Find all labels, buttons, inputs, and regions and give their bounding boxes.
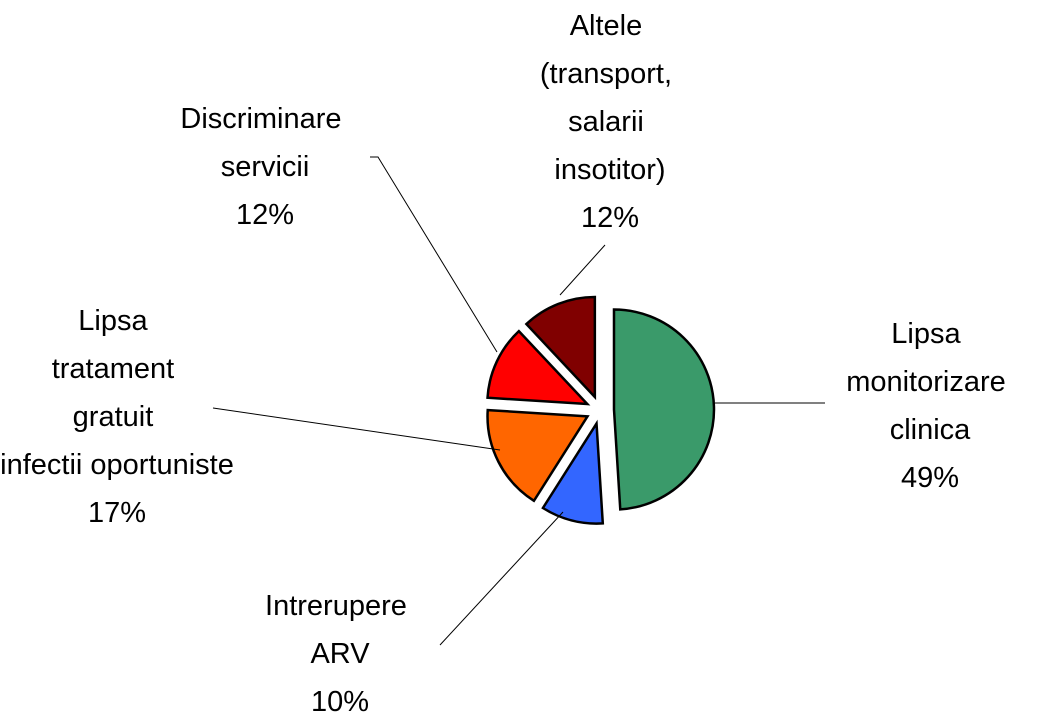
slice-label: Discriminare servicii <box>180 103 349 183</box>
value-label: 10% <box>311 686 369 717</box>
pie-slice <box>541 419 605 525</box>
label-line: Lipsa <box>78 305 155 337</box>
value-label: 12% <box>581 202 639 234</box>
label-line: (transport, <box>540 58 680 90</box>
pie-slice <box>486 408 590 503</box>
label-line: insotitor) <box>554 154 665 186</box>
label-line: Lipsa <box>891 318 968 350</box>
leader-line <box>370 156 498 353</box>
value-label: 17% <box>88 497 146 529</box>
leader-line <box>559 244 606 296</box>
leader-line <box>212 407 501 451</box>
label-line: Intrerupere <box>265 590 415 622</box>
label-line: ARV <box>310 638 370 670</box>
label-line: monitorizare <box>846 366 1014 398</box>
pie-slice <box>612 308 716 511</box>
slice-label: Intrerupere ARV <box>265 590 415 670</box>
leader-line <box>439 511 564 646</box>
pie-slice <box>524 295 597 401</box>
value-label: 12% <box>236 199 294 231</box>
slice-label: Lipsa monitorizare clinica <box>846 318 1014 446</box>
label-line: tratament <box>52 353 183 385</box>
pie-slice <box>486 329 591 406</box>
label-line: infectii oportuniste <box>0 449 234 481</box>
label-line: salarii <box>568 106 652 138</box>
label-line: gratuit <box>73 401 162 433</box>
label-line: Discriminare <box>180 103 349 135</box>
label-line: servicii <box>221 151 310 183</box>
value-label: 49% <box>901 462 959 494</box>
label-line: Altele <box>570 10 651 42</box>
slice-label: Altele (transport, salarii insotitor) <box>540 10 680 186</box>
slice-label: Lipsa tratament gratuit infectii oportun… <box>0 305 234 481</box>
label-line: clinica <box>890 414 971 446</box>
